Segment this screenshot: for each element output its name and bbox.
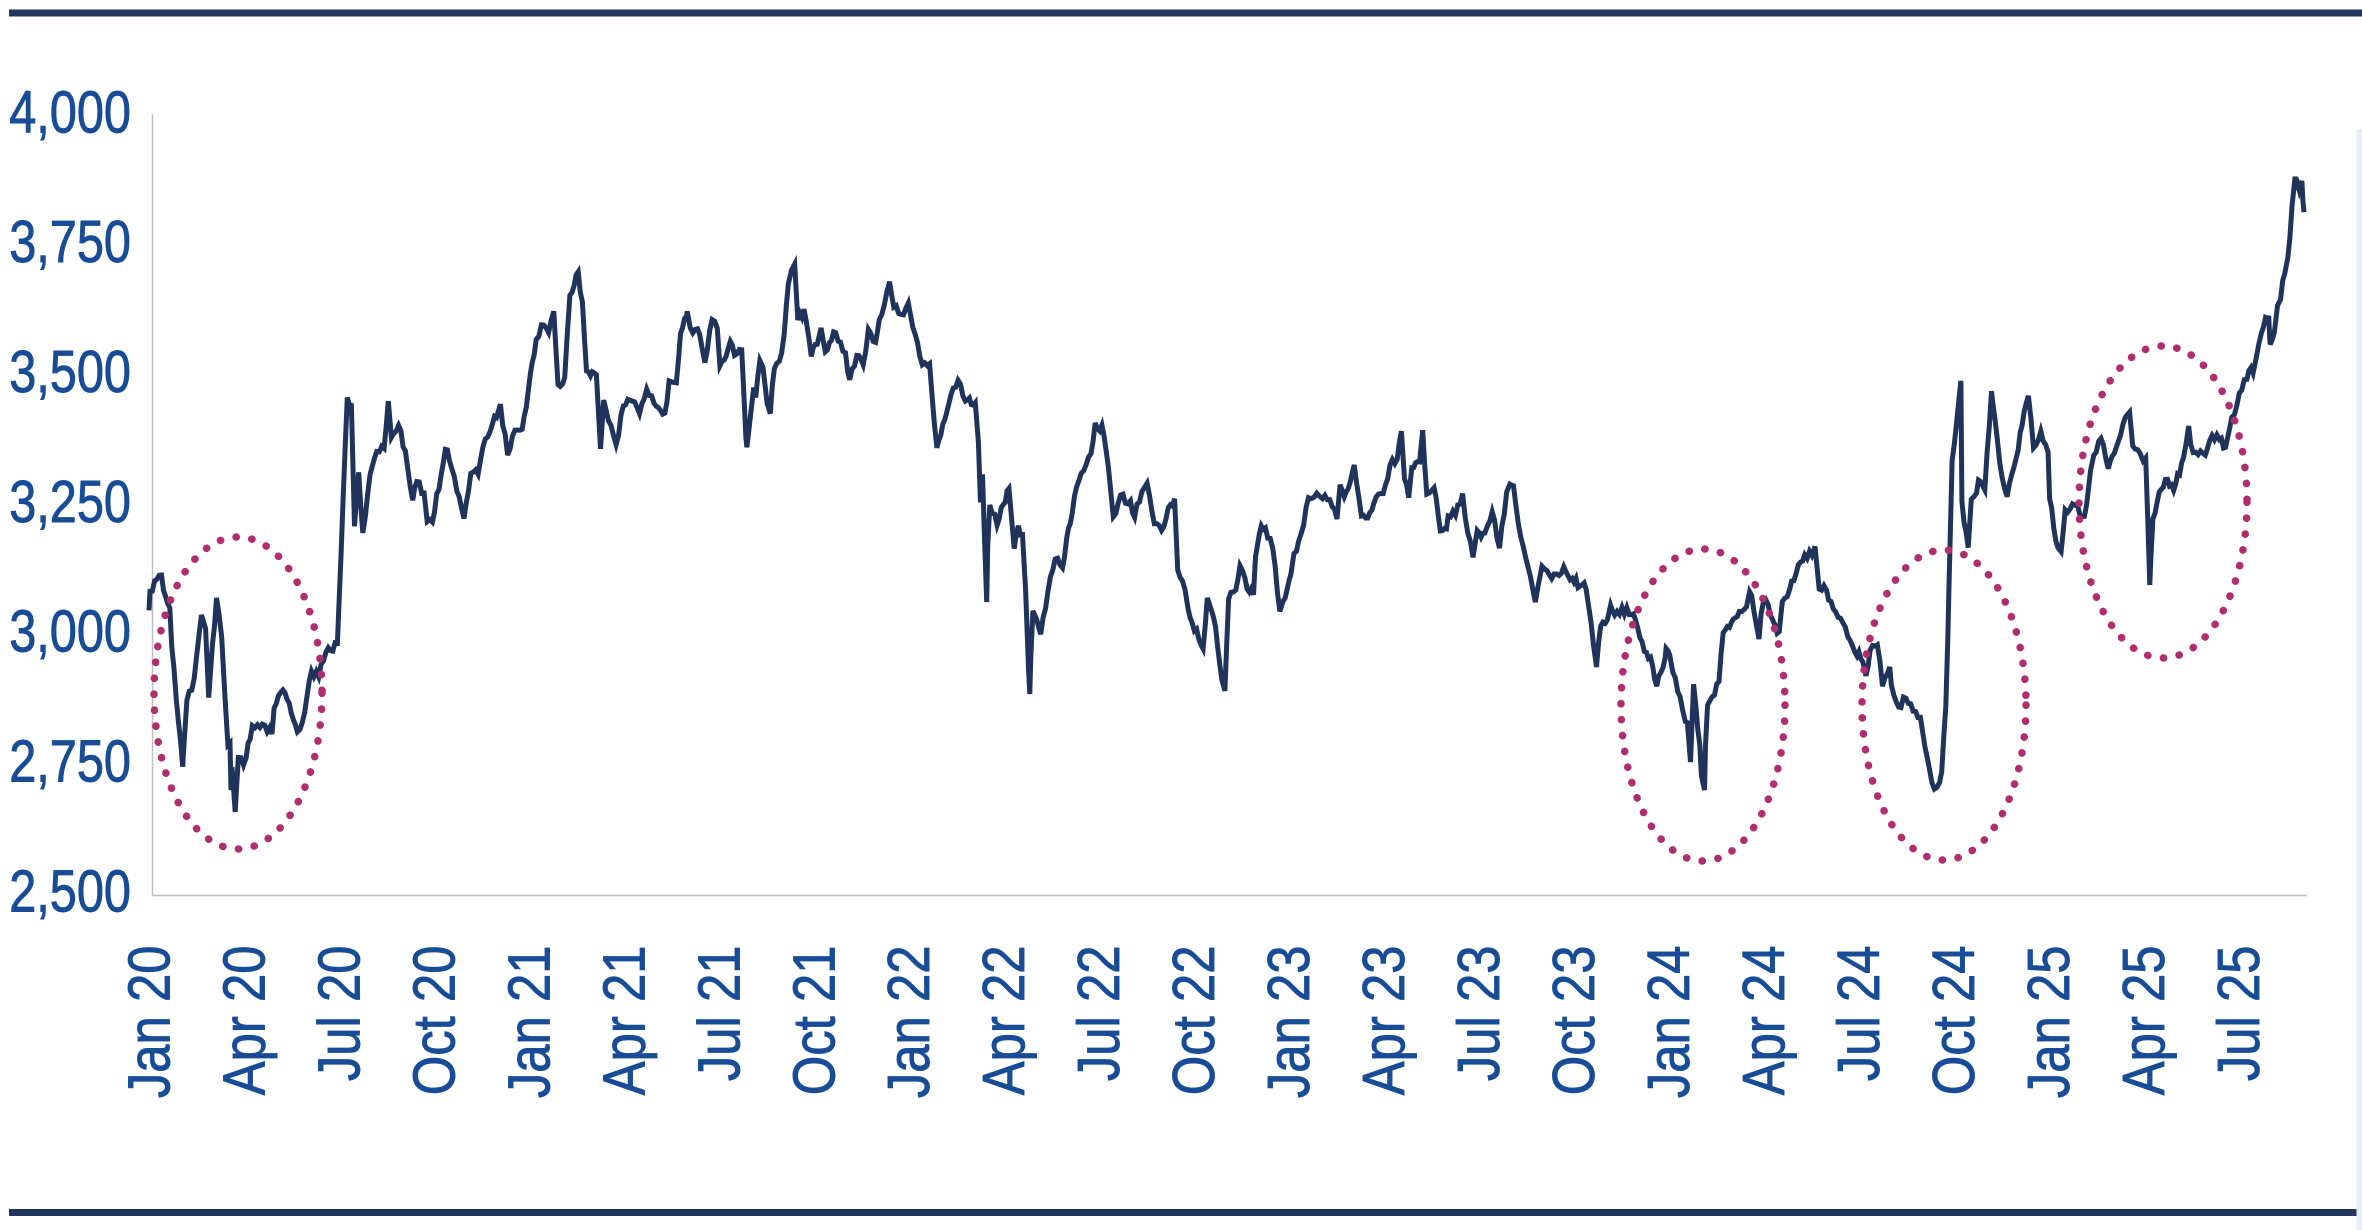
svg-text:Apr 25: Apr 25 [2110,946,2176,1096]
svg-text:Apr 24: Apr 24 [1730,946,1796,1096]
svg-text:Jan 24: Jan 24 [1635,946,1701,1099]
svg-text:Jul 22: Jul 22 [1066,946,1132,1082]
svg-text:3,250: 3,250 [9,470,131,535]
svg-text:Jan 21: Jan 21 [496,946,562,1099]
svg-text:Oct 20: Oct 20 [401,946,467,1096]
svg-text:Oct 21: Oct 21 [781,946,847,1096]
svg-text:Oct 24: Oct 24 [1920,946,1986,1096]
svg-text:Apr 22: Apr 22 [971,946,1037,1096]
svg-text:Jan 22: Jan 22 [876,946,942,1099]
svg-text:Apr 20: Apr 20 [211,946,277,1096]
svg-text:Jan 20: Jan 20 [116,946,182,1099]
svg-text:3,000: 3,000 [9,599,131,664]
svg-text:Jul 25: Jul 25 [2205,946,2271,1082]
svg-text:3,500: 3,500 [9,340,131,405]
svg-text:2,500: 2,500 [9,859,131,924]
svg-text:Jan 23: Jan 23 [1256,946,1322,1099]
svg-text:Apr 23: Apr 23 [1350,946,1416,1096]
svg-text:Jan 25: Jan 25 [2015,946,2081,1099]
svg-text:Jul 24: Jul 24 [1825,946,1891,1082]
svg-text:4,000: 4,000 [9,80,131,145]
svg-text:Jul 20: Jul 20 [306,946,372,1082]
svg-text:Apr 21: Apr 21 [591,946,657,1096]
svg-text:2,750: 2,750 [9,729,131,794]
svg-text:Jul 23: Jul 23 [1445,946,1511,1082]
svg-text:Jul 21: Jul 21 [686,946,752,1082]
svg-text:3,750: 3,750 [9,210,131,275]
svg-text:Oct 23: Oct 23 [1540,946,1606,1096]
svg-text:Oct 22: Oct 22 [1161,946,1227,1096]
